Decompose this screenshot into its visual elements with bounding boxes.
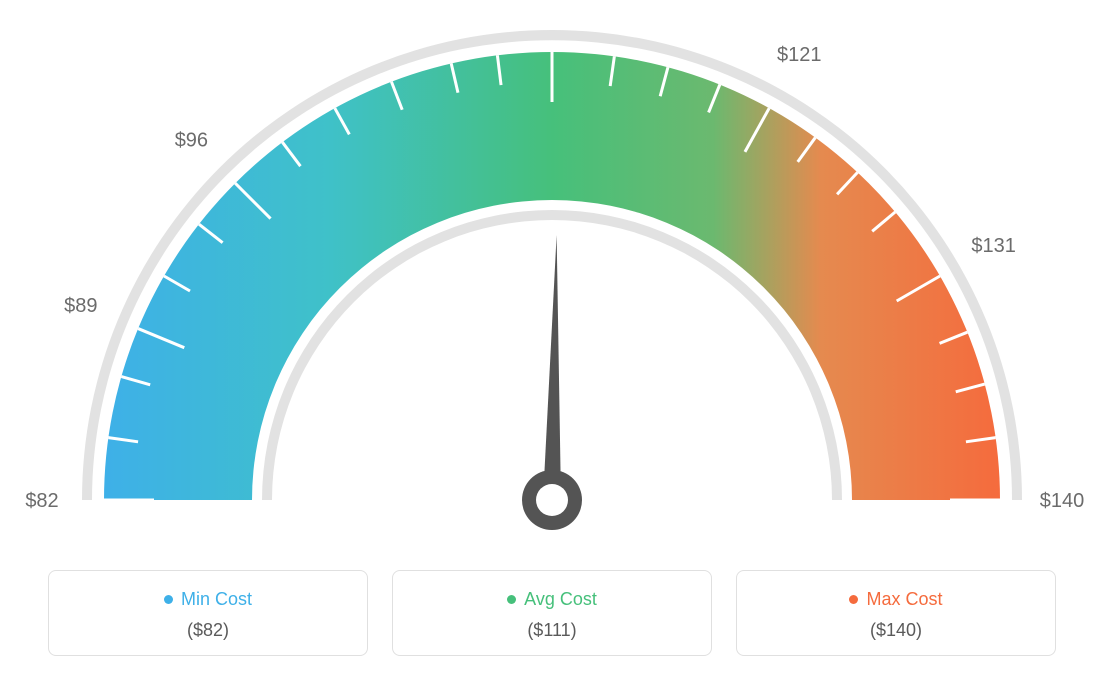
gauge-chart: $82 $89 $96 $111 $121 $131 $140 [0,0,1104,560]
legend-value: ($140) [747,620,1045,641]
legend-card: Min Cost ($82) [48,570,368,656]
tick-label: $96 [175,129,208,151]
tick-label: $131 [971,235,1016,257]
tick-label: $121 [777,44,822,66]
legend-label-row: Max Cost [747,589,1045,610]
legend-label-row: Avg Cost [403,589,701,610]
legend-label: Min Cost [181,589,252,610]
legend-row: Min Cost ($82) Avg Cost ($111) Max Cost ($140… [0,570,1104,656]
legend-label-row: Min Cost [59,589,357,610]
legend-value: ($111) [403,620,701,641]
legend-label: Avg Cost [524,589,597,610]
legend-dot [849,595,858,604]
legend-dot [164,595,173,604]
needle-hub-hole [536,484,568,516]
legend-value: ($82) [59,620,357,641]
legend-card: Max Cost ($140) [736,570,1056,656]
tick-label: $89 [64,295,97,317]
legend-label: Max Cost [866,589,942,610]
tick-label: $82 [25,490,58,512]
legend-dot [507,595,516,604]
tick-label: $140 [1040,490,1085,512]
gauge-needle [543,235,561,500]
gauge-svg: $82 $89 $96 $111 $121 $131 $140 [0,0,1104,560]
legend-card: Avg Cost ($111) [392,570,712,656]
tick-label: $111 [531,0,573,2]
